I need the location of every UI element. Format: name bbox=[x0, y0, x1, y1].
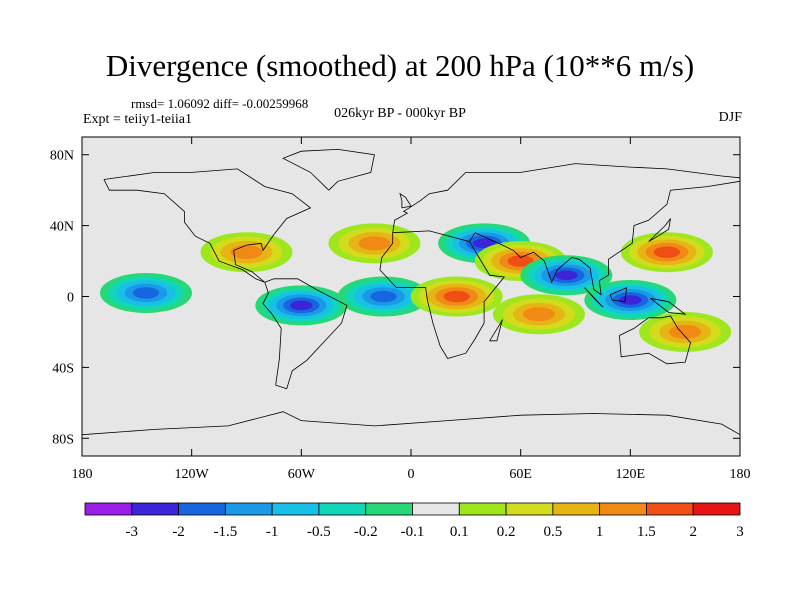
x-tick-label: 120W bbox=[175, 467, 210, 482]
region-contour bbox=[669, 324, 702, 339]
region-contour bbox=[370, 290, 397, 303]
colorbar-swatch bbox=[178, 502, 226, 516]
coastline-10 bbox=[489, 319, 503, 342]
coastline-9 bbox=[648, 218, 671, 242]
y-tick-label: 40S bbox=[52, 361, 74, 376]
region-contour bbox=[522, 307, 555, 322]
divergence-field bbox=[82, 137, 740, 456]
colorbar-label: -1.5 bbox=[213, 524, 237, 540]
coastline-11 bbox=[584, 287, 604, 308]
x-tick-label: 60W bbox=[288, 467, 316, 482]
region-9 bbox=[520, 255, 613, 296]
region-11 bbox=[620, 232, 713, 273]
colorbar-label: 0.2 bbox=[497, 524, 516, 540]
region-12 bbox=[639, 311, 732, 352]
season-label: DJF bbox=[718, 110, 742, 125]
region-contour bbox=[507, 255, 534, 267]
x-tick-label: 180 bbox=[730, 467, 751, 482]
colorbar-swatch bbox=[412, 502, 460, 516]
y-tick-label: 40N bbox=[50, 220, 74, 235]
colorbar-label: 0.1 bbox=[450, 524, 469, 540]
colorbar-label: -3 bbox=[126, 524, 139, 540]
x-tick-label: 120E bbox=[616, 467, 646, 482]
experiment-label: Expt = teiiy1-teiia1 bbox=[83, 112, 192, 127]
coastline-0 bbox=[103, 168, 312, 283]
region-contour bbox=[365, 418, 457, 456]
region-13 bbox=[365, 418, 457, 456]
stats-text: rmsd= 1.06092 diff= -0.00259968 bbox=[131, 96, 309, 111]
region-0 bbox=[99, 272, 192, 313]
period-label: 026kyr BP - 000kyr BP bbox=[334, 106, 466, 121]
colorbar-swatch bbox=[318, 502, 367, 516]
colorbar-swatch bbox=[599, 502, 647, 516]
region-contour bbox=[290, 300, 313, 311]
coastlines bbox=[82, 148, 740, 436]
region-contour bbox=[132, 287, 160, 299]
region-4 bbox=[337, 276, 430, 317]
coastline-6 bbox=[82, 411, 740, 436]
colorbar-swatch bbox=[505, 502, 554, 516]
x-tick-label: 180 bbox=[72, 467, 93, 482]
region-contour bbox=[619, 295, 642, 305]
colorbar-swatch bbox=[131, 502, 179, 516]
region-contour bbox=[358, 236, 391, 251]
chart-title: Divergence (smoothed) at 200 hPa (10**6 … bbox=[105, 48, 695, 83]
colorbar-swatch bbox=[458, 502, 507, 516]
y-tick-label: 0 bbox=[67, 291, 74, 306]
colorbar-label: -2 bbox=[172, 524, 185, 540]
x-tick-label: 0 bbox=[408, 467, 415, 482]
colorbar-swatch bbox=[646, 502, 694, 516]
colorbar-swatch bbox=[224, 502, 273, 516]
region-2 bbox=[255, 285, 348, 326]
colorbar-label: -0.2 bbox=[354, 524, 378, 540]
coastline-3 bbox=[392, 163, 740, 233]
coastline-5 bbox=[619, 315, 692, 365]
coastline-1 bbox=[262, 278, 348, 390]
y-tick-label: 80N bbox=[50, 149, 74, 164]
region-6 bbox=[410, 276, 503, 317]
region-contour bbox=[555, 270, 578, 281]
colorbar-label: 1 bbox=[596, 524, 604, 540]
coastline-13 bbox=[650, 297, 687, 315]
y-tick-label: 80S bbox=[52, 432, 74, 447]
coastline-12 bbox=[609, 286, 628, 303]
region-1 bbox=[200, 232, 293, 273]
colorbar-label: 0.5 bbox=[543, 524, 562, 540]
coastline-4 bbox=[469, 180, 740, 296]
coastline-7 bbox=[282, 148, 375, 191]
colorbar: -3 -2 -1.5 -1 -0.5 -0.2 -0.1 0.1 0.2 0.5 1 1.5 2 3 bbox=[84, 502, 744, 540]
colorbar-label: 2 bbox=[689, 524, 697, 540]
coastline-2 bbox=[379, 230, 505, 359]
region-contour bbox=[230, 245, 263, 260]
colorbar-swatch bbox=[552, 502, 601, 516]
region-3 bbox=[328, 223, 421, 264]
colorbar-label: -1 bbox=[266, 524, 279, 540]
colorbar-label: -0.5 bbox=[307, 524, 331, 540]
region-contour bbox=[653, 246, 681, 258]
region-10 bbox=[584, 280, 677, 321]
colorbar-swatch bbox=[271, 502, 320, 516]
axis-ticks: 180 120W 60W 0 60E 120E 180 80N 40N 0 40S 80S bbox=[50, 137, 751, 482]
region-contour bbox=[472, 238, 496, 249]
colorbar-swatch bbox=[692, 502, 741, 516]
colorbar-swatch bbox=[365, 502, 413, 516]
coastline-8 bbox=[399, 192, 412, 209]
region-contour bbox=[443, 290, 470, 303]
colorbar-label: 1.5 bbox=[637, 524, 656, 540]
x-tick-label: 60E bbox=[509, 467, 532, 482]
region-8 bbox=[492, 294, 585, 335]
colorbar-label: -0.1 bbox=[401, 524, 425, 540]
colorbar-swatch bbox=[84, 502, 133, 516]
colorbar-label: 3 bbox=[736, 524, 744, 540]
